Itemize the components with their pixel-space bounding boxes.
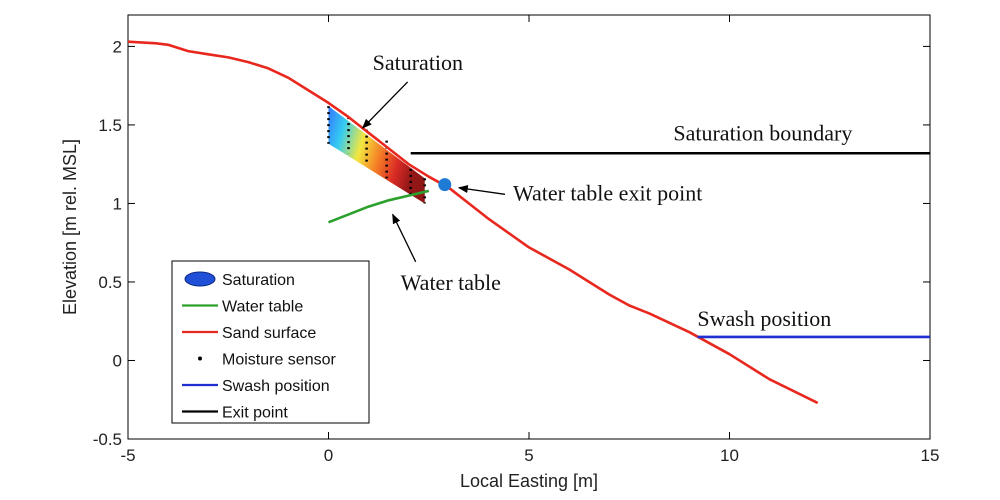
x-tick-label: 0: [324, 446, 333, 465]
annotation-arrow: [361, 81, 409, 129]
y-tick-label: 0.5: [98, 273, 122, 292]
y-tick-label: 1: [113, 194, 122, 213]
annotation-arrow: [457, 185, 506, 195]
x-axis-label: Local Easting [m]: [460, 471, 598, 491]
legend-label-sand-surface: Sand surface: [222, 325, 316, 342]
legend: Saturation Water table Sand surface Moistur…: [171, 260, 370, 424]
legend-label-swash-position: Swash position: [222, 378, 330, 395]
x-tick-label: -5: [120, 446, 135, 465]
annotation-swash-position: Swash position: [697, 306, 831, 331]
y-tick-label: -0.5: [93, 430, 122, 449]
y-tick-label: 1.5: [98, 116, 122, 135]
x-axis-ticks: -5 0 5 10 15: [120, 15, 939, 465]
legend-box: [171, 260, 370, 424]
legend-marker-saturation: [184, 271, 216, 287]
y-axis-label: Elevation [m rel. MSL]: [60, 139, 80, 315]
y-tick-label: 0: [113, 351, 122, 370]
saturation-contour: [328, 106, 425, 204]
series-lines: [127, 40, 930, 405]
annotation-arrow: [392, 213, 417, 263]
x-tick-label: 15: [921, 446, 940, 465]
series-water-table: [328, 189, 430, 224]
y-axis-ticks: -0.5 0 0.5 1 1.5 2: [93, 37, 930, 449]
legend-label-water-table: Water table: [222, 299, 303, 316]
legend-marker-moisture-sensor: [198, 356, 202, 361]
legend-label-exit-point: Exit point: [222, 405, 288, 422]
saturation-field: [328, 106, 425, 204]
legend-label-saturation: Saturation: [222, 272, 295, 289]
y-tick-label: 2: [113, 37, 122, 56]
annotation-saturation: Saturation: [373, 50, 463, 75]
annotation-water-table: Water table: [401, 270, 501, 295]
x-tick-label: 5: [524, 446, 533, 465]
legend-label-moisture-sensor: Moisture sensor: [222, 352, 336, 369]
annotations: Saturation Saturation boundary Water table…: [361, 50, 852, 331]
water-table-exit-point-marker: [438, 178, 452, 192]
annotation-water-table-exit-point: Water table exit point: [513, 180, 702, 205]
annotation-saturation-boundary: Saturation boundary: [673, 121, 852, 146]
series-sand-surface: [127, 40, 819, 405]
x-tick-label: 10: [720, 446, 739, 465]
